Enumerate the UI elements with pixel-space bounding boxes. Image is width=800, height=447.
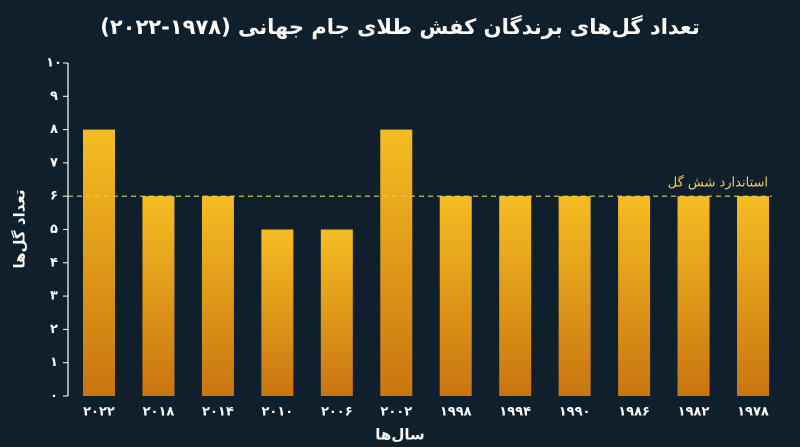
bar (439, 196, 472, 396)
y-tick-label: ۰ (50, 389, 58, 404)
y-tick-label: ۴ (50, 255, 58, 270)
y-tick-label: ۶ (50, 189, 58, 204)
x-axis-title: سال‌ها (375, 426, 424, 444)
bar (499, 196, 532, 396)
x-tick-label: ۲۰۱۰ (261, 405, 293, 420)
bar (380, 129, 413, 396)
y-tick-label: ۹ (50, 89, 58, 104)
reference-label: استاندارد شش گل (668, 175, 768, 191)
bar (261, 229, 294, 396)
x-tick-label: ۱۹۷۸ (737, 405, 769, 420)
y-tick-label: ۱۰ (46, 56, 62, 71)
x-tick-label: ۱۹۸۶ (618, 405, 650, 420)
y-tick-label: ۲ (50, 322, 58, 337)
y-tick-label: ۵ (50, 222, 58, 237)
x-tick-label: ۲۰۲۲ (83, 405, 115, 420)
bar (618, 196, 651, 396)
bar (677, 196, 710, 396)
bar (83, 129, 115, 396)
chart-title: تعداد گل‌های برندگان کفش طلای جام جهانی … (100, 14, 700, 39)
x-tick-label: ۱۹۹۰ (559, 405, 591, 420)
y-axis-title: تعداد گل‌ها (11, 190, 29, 269)
x-tick-label: ۲۰۰۶ (321, 405, 353, 420)
bar (320, 229, 353, 396)
y-tick-label: ۱ (50, 355, 58, 370)
x-tick-label: ۲۰۰۲ (380, 405, 412, 420)
x-tick-label: ۲۰۱۴ (202, 405, 234, 420)
bar (142, 196, 175, 396)
bar (201, 196, 234, 396)
x-tick-label: ۱۹۹۸ (440, 405, 472, 420)
bar (558, 196, 591, 396)
y-tick-label: ۷ (50, 155, 58, 170)
x-tick-label: ۱۹۹۴ (499, 405, 531, 420)
x-tick-label: ۱۹۸۲ (678, 405, 710, 420)
bar (737, 196, 769, 396)
y-tick-label: ۸ (50, 122, 58, 137)
x-tick-label: ۲۰۱۸ (143, 405, 175, 420)
y-tick-label: ۳ (50, 289, 58, 304)
